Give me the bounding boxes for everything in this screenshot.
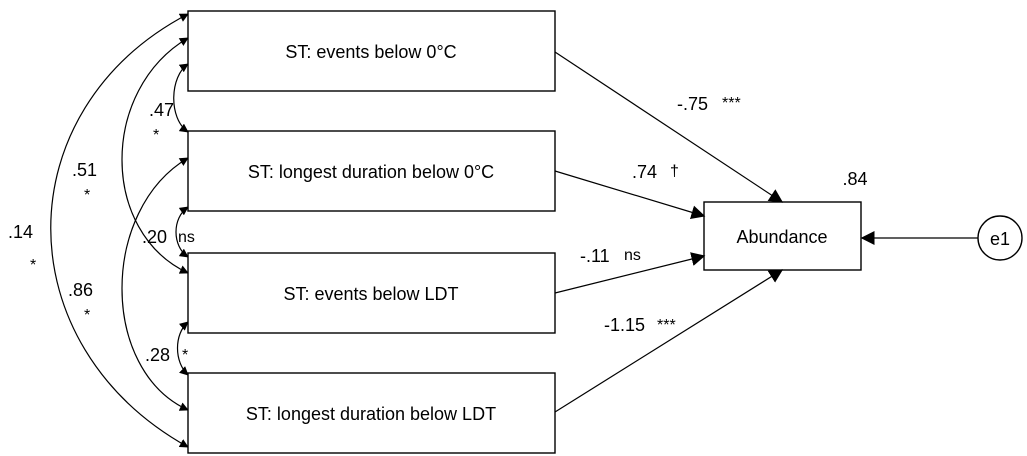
path-coef-duration-below-0c: .74 <box>632 162 657 182</box>
path-coef-duration-below-ldt: -1.15 <box>604 315 645 335</box>
cov-coef-duration0-durationLDT: .86 <box>68 280 93 300</box>
cov-sig-events0-duration0: * <box>153 127 159 144</box>
cov-sig-duration0-eventsLDT: ns <box>178 229 195 246</box>
predictor-box-events-below-0c <box>187 10 556 92</box>
path-arrow-events-below-0c <box>554 51 784 203</box>
covariance-arc-events0-durationLDT <box>50 13 189 448</box>
cov-sig-events0-durationLDT: * <box>30 257 36 274</box>
predictor-box-duration-below-ldt <box>187 372 556 454</box>
predictor-label-duration-below-0c: ST: longest duration below 0°C <box>248 162 494 182</box>
path-coef-events-below-ldt: -.11 <box>580 246 610 266</box>
error-term-label: e1 <box>990 229 1010 249</box>
covariance-arc-events0-duration0 <box>173 63 189 133</box>
cov-coef-events0-duration0: .47 <box>149 100 174 120</box>
predictor-label-events-below-0c: ST: events below 0°C <box>285 42 456 62</box>
path-arrow-duration-below-0c <box>554 170 706 220</box>
path-coef-events-below-0c: -.75 <box>677 94 708 114</box>
cov-sig-eventsLDT-durationLDT: * <box>182 347 188 364</box>
cov-coef-events0-durationLDT: .14 <box>8 222 33 242</box>
path-arrow-events-below-ldt <box>554 252 706 294</box>
covariance-arc-events0-eventsLDT <box>121 37 189 274</box>
cov-coef-events0-eventsLDT: .51 <box>72 160 97 180</box>
cov-sig-events0-eventsLDT: * <box>84 187 90 204</box>
predictor-box-events-below-ldt <box>187 252 556 334</box>
cov-coef-duration0-eventsLDT: .20 <box>142 227 167 247</box>
cov-coef-eventsLDT-durationLDT: .28 <box>145 345 170 365</box>
predictor-box-duration-below-0c <box>187 130 556 212</box>
path-sig-events-below-ldt: ns <box>624 247 641 264</box>
covariance-arc-duration0-durationLDT <box>121 157 189 411</box>
path-sig-duration-below-0c: † <box>670 163 679 180</box>
r-squared-label: .84 <box>842 169 867 189</box>
cov-sig-duration0-durationLDT: * <box>84 307 90 324</box>
outcome-label: Abundance <box>736 227 827 247</box>
predictor-label-duration-below-ldt: ST: longest duration below LDT <box>246 404 496 424</box>
path-sig-events-below-0c: *** <box>722 95 741 112</box>
predictor-label-events-below-ldt: ST: events below LDT <box>283 284 458 304</box>
path-sig-duration-below-ldt: *** <box>657 317 676 334</box>
path-arrow-duration-below-ldt <box>554 269 784 413</box>
